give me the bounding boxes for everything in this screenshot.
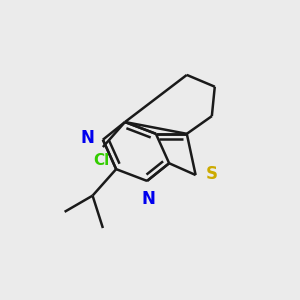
Text: N: N bbox=[80, 129, 94, 147]
Text: S: S bbox=[206, 165, 218, 183]
Text: Cl: Cl bbox=[93, 153, 110, 168]
Text: N: N bbox=[142, 190, 155, 208]
